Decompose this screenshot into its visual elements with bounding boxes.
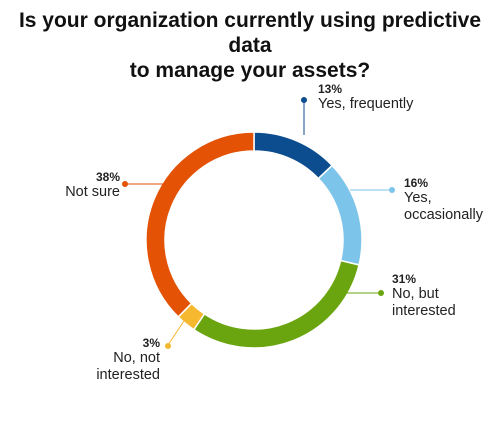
donut-slice-yes-frequently <box>253 131 334 180</box>
pct-label-no-but-interested: 31% <box>392 272 417 286</box>
leader-dot-no-not-interested <box>165 343 171 349</box>
pct-label-no-not-interested: 3% <box>142 336 160 350</box>
leader-dot-no-but-interested <box>378 290 384 296</box>
chart-title-line-1: Is your organization currently using pre… <box>18 9 482 57</box>
pct-label-yes-frequently: 13% <box>318 82 343 96</box>
donut-slice-not-sure <box>145 131 255 319</box>
category-label-no-but-interested: No, but interested <box>392 286 456 319</box>
leader-dot-not-sure <box>122 181 128 187</box>
category-label-yes-occasionally: Yes, occasionally <box>404 190 483 223</box>
pct-label-yes-occasionally: 16% <box>404 176 429 190</box>
label-yes-occasionally: 16% Yes, occasionally <box>404 176 496 224</box>
category-label-yes-frequently: Yes, frequently <box>318 96 414 112</box>
category-label-not-sure: Not sure <box>65 184 120 200</box>
category-label-no-not-interested: No, not interested <box>96 350 160 383</box>
label-no-but-interested: 31% No, but interested <box>392 272 472 320</box>
donut-slice-yes-occasionally <box>317 164 363 266</box>
leader-line-no-not-interested <box>167 317 187 346</box>
label-yes-frequently: 13% Yes, frequently <box>318 82 413 113</box>
chart-title-line-2: to manage your assets? <box>129 59 371 82</box>
label-not-sure: 38% Not sure <box>40 170 120 201</box>
pct-label-not-sure: 38% <box>95 170 120 184</box>
chart-title: Is your organization currently using pre… <box>0 8 500 83</box>
label-no-not-interested: 3% No, not interested <box>70 336 160 384</box>
leader-dot-yes-frequently <box>301 97 307 103</box>
leader-dot-yes-occasionally <box>389 187 395 193</box>
donut-slice-no-but-interested <box>192 259 360 349</box>
